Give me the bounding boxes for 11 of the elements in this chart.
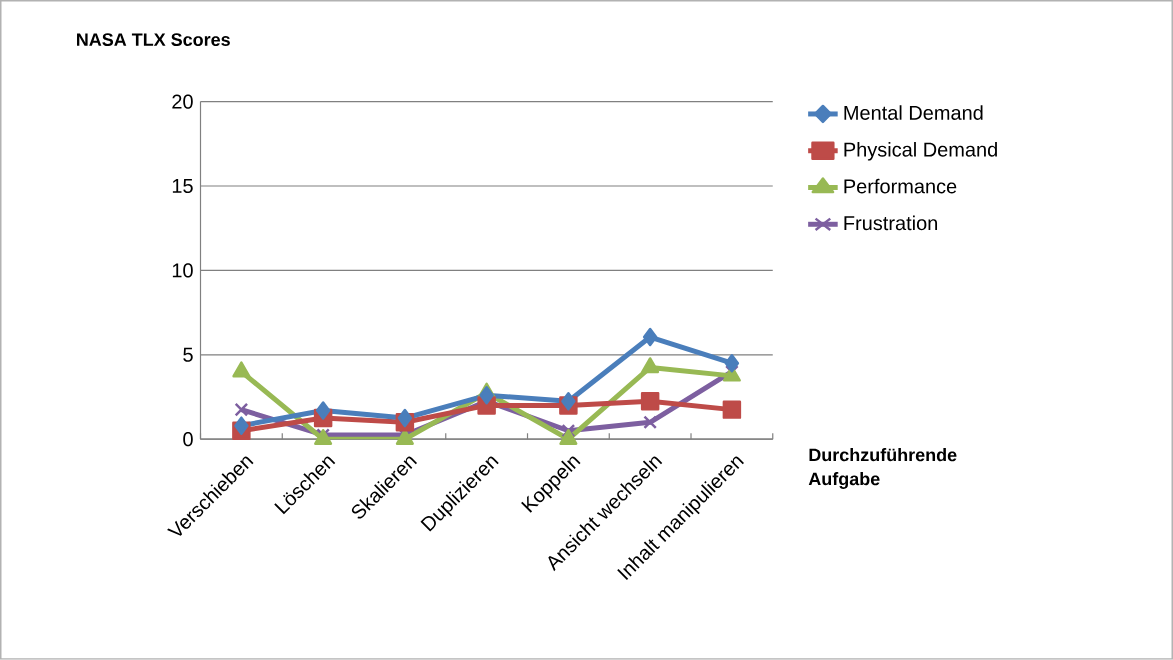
- legend-label: Physical Demand: [844, 142, 997, 161]
- y-tick-label: 10: [172, 263, 193, 278]
- legend-label: Performance: [844, 178, 957, 194]
- chart-title: NASA TLX Scores: [77, 33, 230, 47]
- y-tick-label: 0: [183, 432, 193, 447]
- y-tick-label: 5: [183, 347, 193, 362]
- y-tick-label: 15: [172, 179, 193, 194]
- x-axis-title: Durchzuführende Aufgabe: [808, 448, 957, 490]
- legend-label: Mental Demand: [844, 105, 983, 121]
- legend-label: Frustration: [844, 215, 938, 231]
- y-tick-label: 20: [172, 94, 193, 109]
